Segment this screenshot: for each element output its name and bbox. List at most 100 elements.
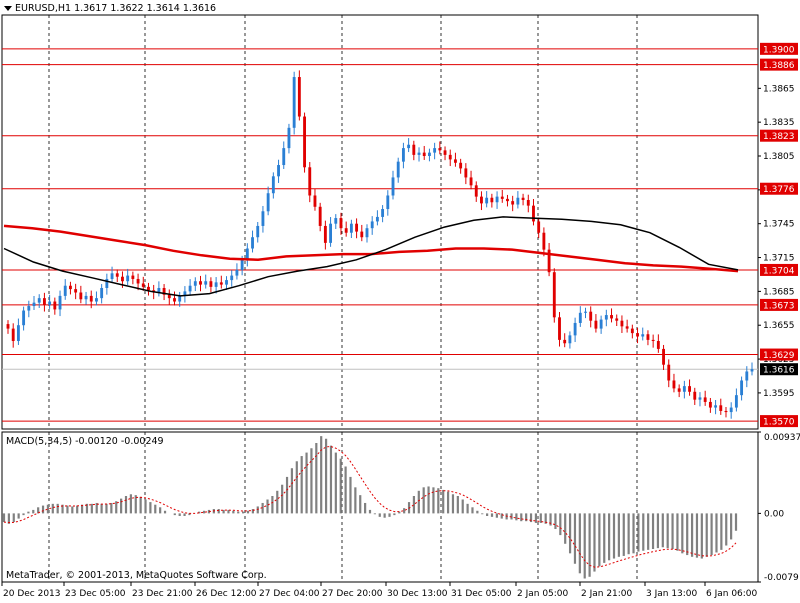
candle-body[interactable] xyxy=(469,177,473,186)
candle-body[interactable] xyxy=(558,317,561,340)
level-tag[interactable] xyxy=(760,298,798,311)
candle-body[interactable] xyxy=(537,221,541,233)
level-tag[interactable] xyxy=(760,129,798,142)
candle-body[interactable] xyxy=(438,148,442,151)
candle-body[interactable] xyxy=(667,364,671,381)
candle-body[interactable] xyxy=(724,410,728,413)
candle-body[interactable] xyxy=(573,322,577,336)
candle-body[interactable] xyxy=(459,162,463,169)
candle-body[interactable] xyxy=(308,167,312,196)
candle-body[interactable] xyxy=(412,144,416,155)
candle-body[interactable] xyxy=(79,292,83,300)
candle-body[interactable] xyxy=(526,200,530,206)
candle-body[interactable] xyxy=(625,326,629,329)
level-tag[interactable] xyxy=(760,348,798,361)
candle-body[interactable] xyxy=(360,231,364,238)
candle-body[interactable] xyxy=(474,185,478,197)
candle-body[interactable] xyxy=(454,159,457,163)
candle-body[interactable] xyxy=(516,197,520,205)
candle-body[interactable] xyxy=(58,295,62,310)
candle-body[interactable] xyxy=(183,291,187,296)
candle-body[interactable] xyxy=(391,177,395,196)
candle-body[interactable] xyxy=(11,328,15,342)
candle-body[interactable] xyxy=(178,295,182,302)
candle-body[interactable] xyxy=(297,77,301,117)
candle-body[interactable] xyxy=(95,298,98,302)
candle-body[interactable] xyxy=(448,154,452,160)
candle-body[interactable] xyxy=(167,294,171,299)
candle-body[interactable] xyxy=(329,223,333,243)
candle-body[interactable] xyxy=(381,209,385,217)
price-panel[interactable] xyxy=(1,14,759,430)
candle-body[interactable] xyxy=(433,148,437,153)
candle-body[interactable] xyxy=(719,405,723,411)
candle-body[interactable] xyxy=(266,193,270,212)
candle-body[interactable] xyxy=(604,315,608,320)
candle-body[interactable] xyxy=(204,281,208,285)
candle-body[interactable] xyxy=(620,320,624,327)
candle-body[interactable] xyxy=(396,161,400,178)
candle-body[interactable] xyxy=(121,276,124,282)
candle-body[interactable] xyxy=(188,285,192,292)
candle-body[interactable] xyxy=(552,272,556,318)
candle-body[interactable] xyxy=(131,275,135,279)
candle-body[interactable] xyxy=(563,339,567,344)
candle-body[interactable] xyxy=(703,397,707,402)
candle-body[interactable] xyxy=(365,228,369,238)
candle-body[interactable] xyxy=(74,289,78,293)
candle-body[interactable] xyxy=(734,395,738,408)
candle-body[interactable] xyxy=(313,195,317,207)
candle-body[interactable] xyxy=(651,339,655,342)
candle-body[interactable] xyxy=(630,328,634,334)
candle-body[interactable] xyxy=(277,165,280,177)
candle-body[interactable] xyxy=(89,295,93,302)
candle-body[interactable] xyxy=(407,144,411,149)
candle-body[interactable] xyxy=(677,388,681,392)
candle-body[interactable] xyxy=(745,371,749,381)
candle-body[interactable] xyxy=(594,320,598,329)
candle-body[interactable] xyxy=(355,223,359,232)
candle-body[interactable] xyxy=(42,298,46,305)
candle-body[interactable] xyxy=(344,228,348,233)
candle-body[interactable] xyxy=(547,249,551,273)
candle-body[interactable] xyxy=(750,369,754,372)
candle-body[interactable] xyxy=(485,197,489,204)
candle-body[interactable] xyxy=(370,221,374,229)
candle-body[interactable] xyxy=(610,315,613,319)
candle-body[interactable] xyxy=(584,311,587,313)
candle-body[interactable] xyxy=(422,152,426,157)
candle-body[interactable] xyxy=(662,348,665,365)
current-price-tag[interactable] xyxy=(760,363,798,376)
candle-body[interactable] xyxy=(500,196,504,199)
candle-body[interactable] xyxy=(136,278,140,284)
candle-body[interactable] xyxy=(698,397,702,400)
candle-body[interactable] xyxy=(693,391,697,400)
candle-body[interactable] xyxy=(256,225,260,238)
candle-body[interactable] xyxy=(173,298,176,302)
candle-body[interactable] xyxy=(157,287,161,293)
candle-body[interactable] xyxy=(682,386,686,392)
candle-body[interactable] xyxy=(69,285,72,290)
candle-body[interactable] xyxy=(162,287,166,295)
candle-body[interactable] xyxy=(599,319,603,329)
candle-body[interactable] xyxy=(708,401,712,408)
chevron-down-icon[interactable] xyxy=(4,6,12,11)
candle-body[interactable] xyxy=(521,197,525,201)
candle-body[interactable] xyxy=(199,281,202,285)
candle-body[interactable] xyxy=(480,196,483,204)
candle-body[interactable] xyxy=(646,334,650,340)
candle-body[interactable] xyxy=(511,201,515,205)
candle-body[interactable] xyxy=(225,280,228,285)
candle-body[interactable] xyxy=(110,273,114,279)
candle-body[interactable] xyxy=(63,285,67,296)
candle-body[interactable] xyxy=(6,324,10,329)
candle-body[interactable] xyxy=(339,218,343,229)
candle-body[interactable] xyxy=(506,198,509,202)
candle-body[interactable] xyxy=(126,275,130,282)
candle-body[interactable] xyxy=(37,298,41,303)
candle-body[interactable] xyxy=(386,195,390,210)
candle-body[interactable] xyxy=(323,225,327,243)
candle-body[interactable] xyxy=(740,380,744,396)
